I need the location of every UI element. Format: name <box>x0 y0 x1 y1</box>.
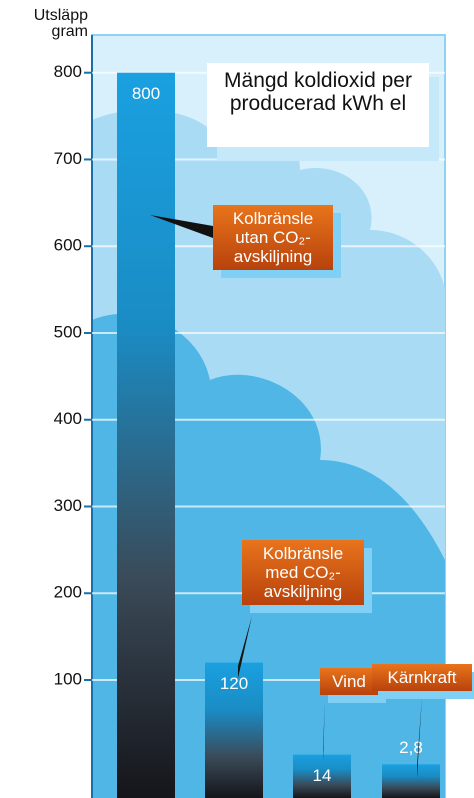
y-tick-label: 800 <box>54 62 82 81</box>
category-label: Kolbränsle med CO₂-avskiljning <box>242 540 364 605</box>
category-label: Kärnkraft <box>372 664 472 691</box>
value-label: 14 <box>313 766 332 785</box>
value-label: 800 <box>132 84 160 103</box>
category-label: Kolbränsle utan CO₂-avskiljning <box>213 205 333 270</box>
y-axis-label: Utsläpp gram <box>6 8 88 40</box>
y-tick-label: 700 <box>54 149 82 168</box>
y-tick-label: 300 <box>54 496 82 515</box>
bar <box>117 73 175 798</box>
value-label: 120 <box>220 674 248 693</box>
category-label: Vind <box>320 668 378 695</box>
page: 100200300400500600700800 800120142,8 Män… <box>0 0 474 798</box>
y-tick-label: 400 <box>54 409 82 428</box>
y-tick-label: 500 <box>54 322 82 341</box>
chart-title: Mängd koldioxid per producerad kWh el <box>207 63 429 147</box>
y-tick-label: 100 <box>54 669 82 688</box>
y-tick-label: 200 <box>54 583 82 602</box>
bar <box>382 764 440 798</box>
y-tick-label: 600 <box>54 236 82 255</box>
